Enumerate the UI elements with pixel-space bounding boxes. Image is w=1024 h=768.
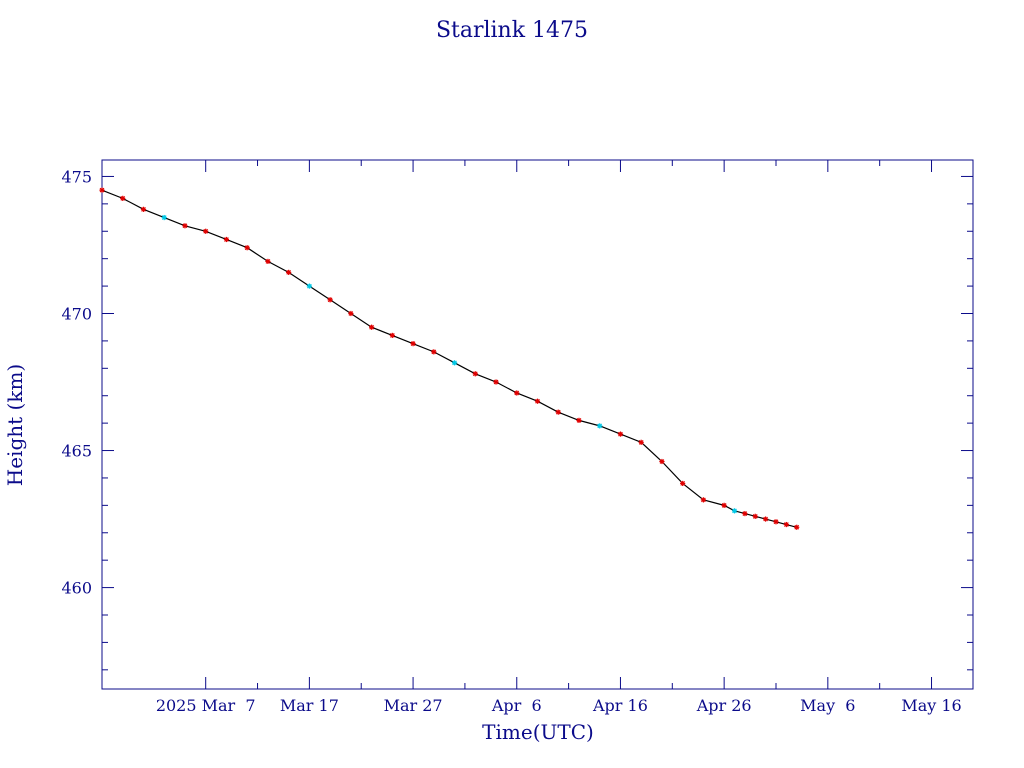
data-point bbox=[742, 510, 748, 517]
data-point bbox=[638, 439, 644, 445]
x-axis: 2025 Mar 7 Mar 17 Mar 27 Apr 6 Apr 16 Apr 26 M… bbox=[156, 160, 962, 715]
data-point bbox=[410, 341, 416, 347]
x-tick-label: Apr 16 bbox=[592, 696, 648, 715]
data-point bbox=[680, 480, 686, 487]
data-point bbox=[794, 524, 800, 530]
data-point bbox=[763, 516, 769, 522]
data-point bbox=[576, 417, 582, 423]
y-tick-label: 460 bbox=[61, 579, 92, 598]
x-axis-title: Time(UTC) bbox=[482, 720, 594, 744]
data-point bbox=[451, 360, 458, 366]
chart-title: Starlink 1475 bbox=[436, 18, 588, 43]
data-point bbox=[140, 206, 147, 212]
y-axis: 460 465 470 475 bbox=[61, 167, 973, 671]
y-tick-label: 465 bbox=[61, 442, 92, 461]
data-point bbox=[161, 214, 167, 221]
data-point bbox=[286, 269, 292, 275]
data-series bbox=[99, 187, 800, 530]
data-point bbox=[244, 245, 250, 251]
data-point bbox=[731, 508, 738, 514]
data-point bbox=[389, 332, 395, 339]
data-point bbox=[120, 195, 126, 201]
x-tick-label: Apr 6 bbox=[491, 696, 542, 715]
data-point bbox=[617, 431, 624, 437]
data-point bbox=[327, 297, 333, 303]
data-point bbox=[514, 390, 520, 396]
data-point bbox=[555, 409, 561, 415]
y-tick-label: 475 bbox=[61, 167, 92, 186]
x-tick-label: May 16 bbox=[901, 696, 961, 715]
plot-frame bbox=[101, 159, 974, 690]
y-tick-label: 470 bbox=[61, 304, 92, 323]
data-point bbox=[659, 458, 665, 465]
data-point bbox=[99, 187, 105, 193]
data-point bbox=[493, 379, 499, 385]
data-point bbox=[348, 310, 354, 317]
data-point bbox=[721, 502, 727, 508]
data-point bbox=[182, 223, 188, 229]
data-point bbox=[306, 283, 312, 289]
data-point bbox=[783, 521, 789, 528]
data-point bbox=[203, 228, 209, 234]
x-tick-label: 2025 Mar 7 bbox=[156, 696, 256, 715]
x-tick-label: Apr 26 bbox=[696, 696, 752, 715]
data-point bbox=[752, 513, 758, 519]
data-point bbox=[265, 258, 271, 265]
y-axis-title: Height (km) bbox=[3, 364, 27, 486]
data-point bbox=[472, 371, 478, 377]
data-point bbox=[700, 497, 707, 503]
x-tick-label: Mar 17 bbox=[280, 696, 339, 715]
series-line bbox=[101, 189, 797, 528]
data-point bbox=[368, 324, 375, 330]
data-point bbox=[534, 398, 541, 404]
x-tick-label: Mar 27 bbox=[384, 696, 443, 715]
x-tick-label: May 6 bbox=[800, 696, 855, 715]
data-point bbox=[431, 349, 437, 355]
data-point bbox=[597, 423, 603, 429]
plot-border bbox=[101, 159, 974, 690]
data-point bbox=[223, 236, 230, 243]
data-point bbox=[773, 519, 779, 525]
